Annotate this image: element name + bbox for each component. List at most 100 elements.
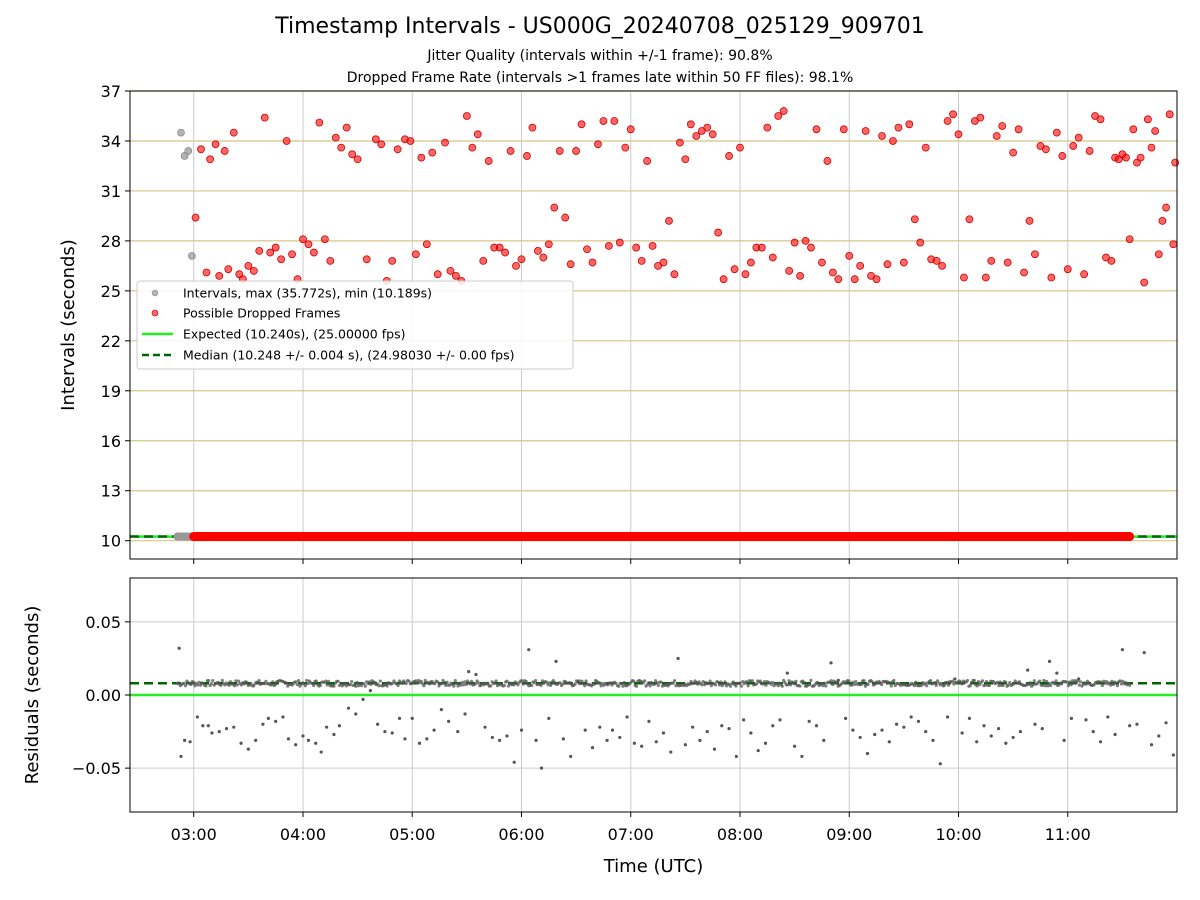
dropped-frame-point [872,275,881,284]
residual-band-point [671,681,675,685]
dropped-frame-point [812,125,821,134]
dropped-frame-point [342,123,351,132]
residual-point [177,646,181,650]
residual-point [938,762,942,766]
residual-point [909,715,913,719]
dropped-frame-point [211,140,220,149]
dropped-frame-point [1162,203,1170,212]
residual-band-point [539,683,543,687]
y-tick-label: 37 [101,82,121,101]
dropped-frame-point [905,120,914,129]
residual-band-point [746,684,750,688]
residual-point [512,760,516,764]
residual-point [527,648,531,652]
residual-point [239,741,243,745]
dropped-frame-point [220,147,229,155]
residual-point [534,738,538,742]
residual-band-point [764,683,768,687]
residual-band-point [925,684,929,688]
residual-band-point [423,678,427,683]
residual-point [654,740,658,744]
residual-band-point [311,683,316,688]
residual-band-point [656,683,660,687]
residual-band-point [1006,683,1011,687]
residual-point [554,659,558,663]
residual-point [417,741,422,745]
residual-band-point [468,682,472,686]
dropped-frame-point [495,243,504,252]
dropped-frame-point [703,123,712,132]
residual-band-point [318,683,322,687]
residual-band-point [573,682,577,686]
dropped-frame-point [615,238,624,247]
residual-band-point [324,679,328,683]
dropped-frame-point [388,256,397,265]
dropped-frame-point [692,132,701,140]
residual-band-point [852,682,857,687]
intervals-plot-frame [129,90,1178,560]
residual-point [425,737,429,741]
residual-band-point [598,681,602,685]
dropped-frame-point [539,253,548,262]
dropped-frame-point [331,133,340,142]
residual-point [1135,722,1139,726]
dropped-frame-point [626,125,635,134]
dropped-frame-point [807,243,815,252]
residual-point [376,722,380,726]
residual-point [618,735,622,740]
residual-band-point [463,680,467,684]
dropped-frame-point [277,255,286,264]
residual-point [945,715,950,719]
residual-point [254,738,258,742]
residual-point [1077,677,1081,681]
dropped-frame-point [1096,115,1105,124]
residual-point [1142,650,1146,655]
residual-band-point [1079,680,1083,684]
dropped-frame-point [1129,125,1138,134]
residual-band-point [862,679,866,683]
x-tick-label: 05:00 [389,825,435,844]
dropped-frame-point [1158,217,1167,225]
residual-point [432,728,436,732]
residual-point [210,731,214,735]
residual-point [1164,721,1168,725]
dropped-frame-point [255,246,264,255]
residual-band-point [404,681,408,686]
residual-point [456,729,460,734]
residual-point [705,729,709,734]
dropped-frame-point [1031,250,1039,259]
y-tick-label: 0.05 [85,613,121,632]
residual-band-point [762,679,767,684]
dropped-frame-point [544,240,553,249]
residual-band-point [470,679,474,683]
dropped-frame-point [462,112,471,120]
residual-point [924,729,928,734]
dropped-frame-point [785,266,794,275]
residual-band-point [433,682,437,686]
residual-band-point [400,681,404,685]
residual-band-point [336,679,340,683]
dropped-frame-point [1151,127,1160,135]
residual-point [996,727,1001,731]
residual-point [1055,671,1059,675]
residual-band-point [723,680,727,684]
dropped-frame-point [206,155,215,164]
residual-band-point [1028,681,1032,685]
dropped-frame-point [577,120,586,129]
residual-point [982,724,986,728]
residual-band-point [713,683,718,687]
legend-intervals-marker [151,289,159,297]
residual-band-point [599,684,603,688]
residual-point [647,719,651,723]
residual-point [989,734,993,738]
residual-point [756,748,760,753]
residual-band-point [415,681,419,685]
dropped-frame-point [1140,278,1149,287]
residual-band-point [972,678,976,683]
residual-band-point [728,684,733,688]
dropped-frame-point [594,140,602,149]
dropped-frame-point [736,143,744,152]
residual-band-point [1031,683,1035,687]
dropped-frame-point [191,213,200,222]
dropped-frame-point [976,113,985,122]
